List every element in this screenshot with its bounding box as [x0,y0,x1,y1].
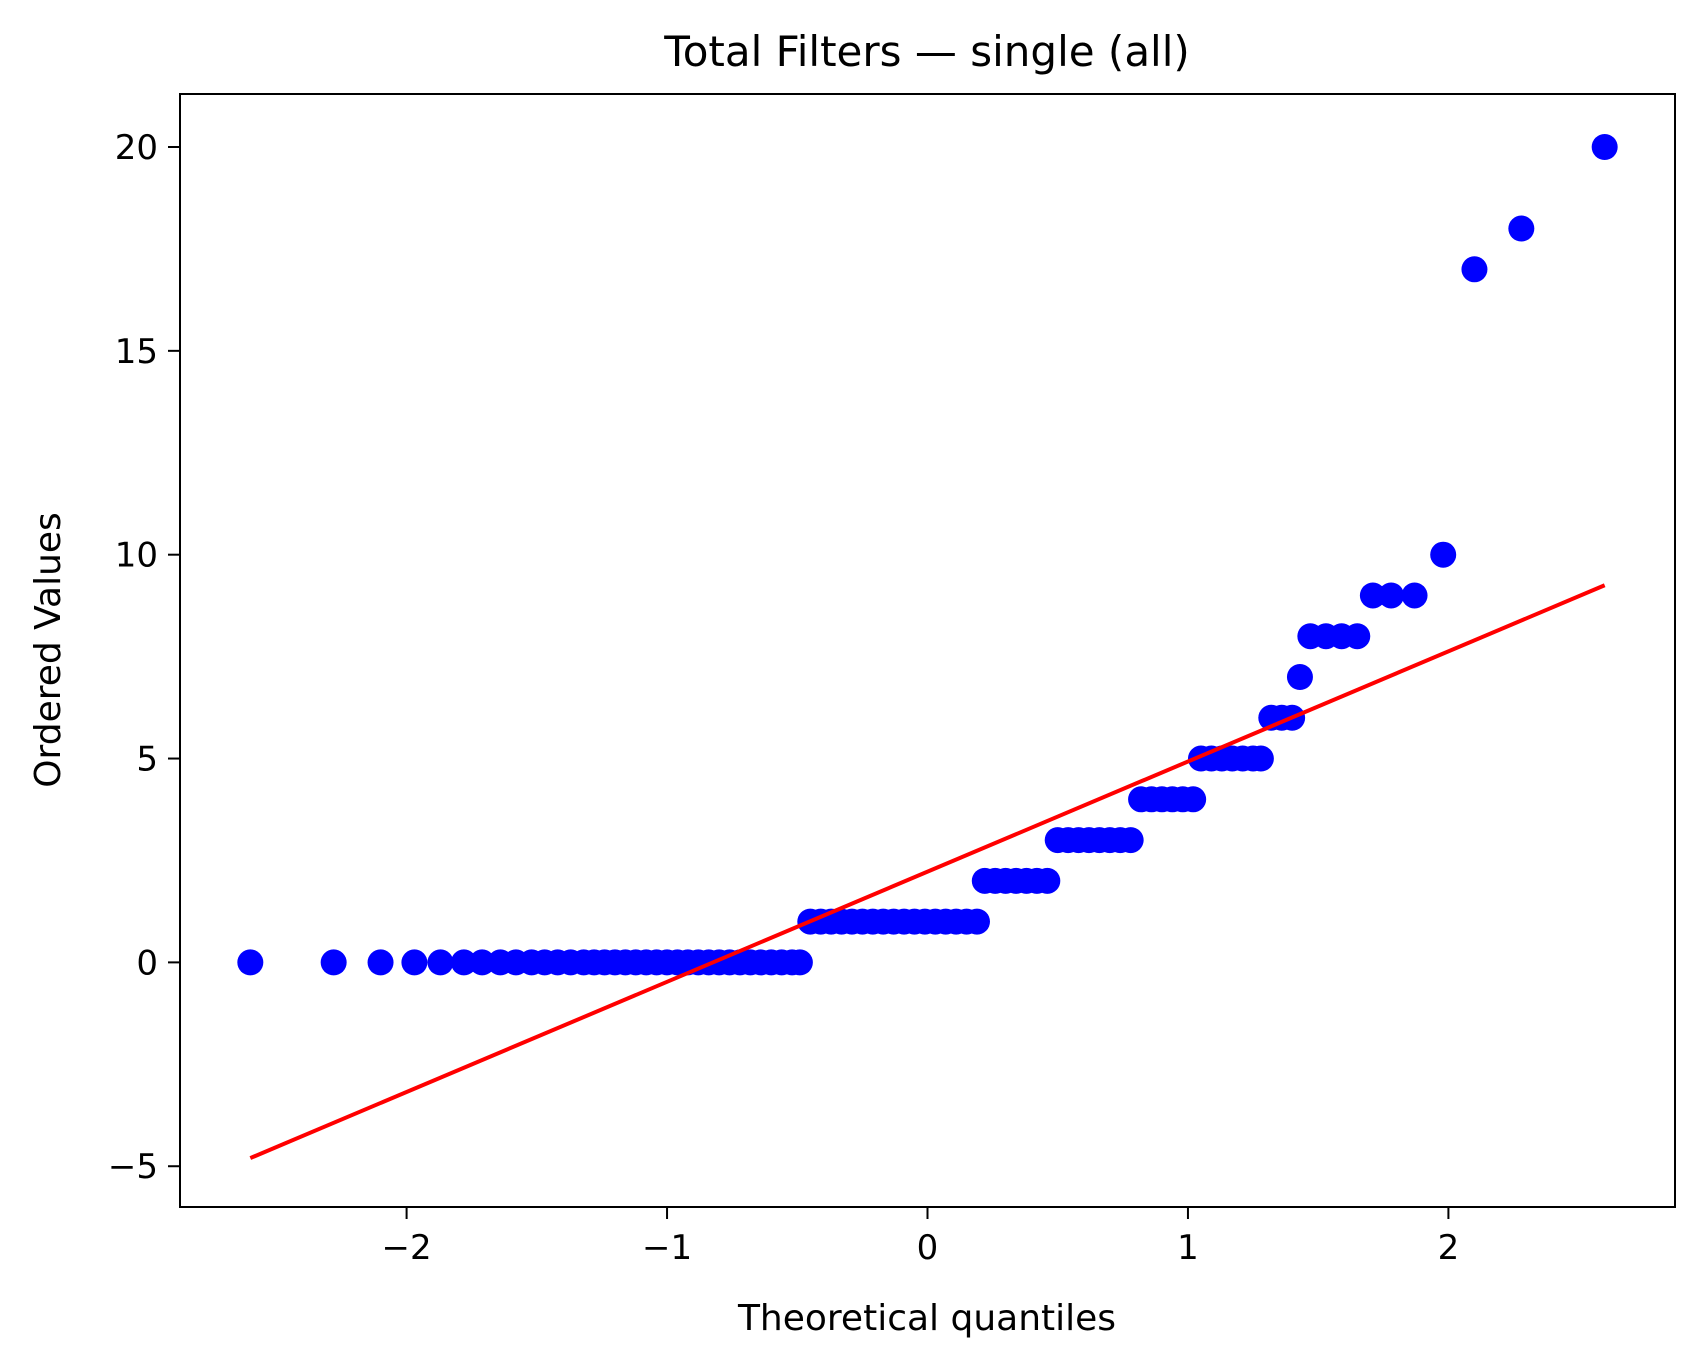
data-point [469,949,496,976]
data-point [1401,582,1428,609]
data-point [1286,664,1313,690]
y-tick-label: 10 [115,536,158,576]
data-point [367,949,394,976]
data-point [786,949,813,976]
x-tick-label: −2 [382,1228,432,1268]
data-point [1117,827,1144,854]
y-tick-label: 5 [136,740,158,780]
x-tick-label: 1 [1177,1228,1199,1268]
chart-title: Total Filters — single (all) [663,27,1190,76]
x-axis-label: Theoretical quantiles [737,1298,1116,1339]
plot-area [179,93,1676,1208]
data-point [1508,215,1535,242]
plot-frame [179,93,1676,1208]
data-point [1430,541,1457,568]
data-point [320,949,347,976]
data-point [1378,582,1405,609]
data-point [427,949,454,976]
x-tick-label: 0 [917,1228,939,1268]
y-tick-label: 0 [136,943,158,983]
data-points-layer [237,134,1618,976]
y-axis-label: Ordered Values [28,512,69,788]
data-point [1461,256,1488,283]
x-tick-label: −1 [642,1228,692,1268]
y-tick-label: −5 [108,1147,158,1187]
y-tick-label: 15 [115,332,158,372]
data-point [401,949,428,976]
fit-line [249,583,1606,1160]
data-point [1591,134,1618,160]
data-point [1034,867,1061,894]
data-point [963,908,990,935]
data-point [450,949,477,976]
data-point [1180,786,1207,813]
data-point [1344,623,1371,650]
fit-line-layer [249,583,1606,1160]
y-tick-label: 20 [115,128,158,168]
data-point [1359,582,1386,609]
y-axis-ticks: −5 0 5 10 15 20 [108,128,180,1187]
x-axis-ticks: −2 −1 0 1 2 [382,1207,1460,1268]
data-point [1247,745,1274,772]
data-point [237,949,264,976]
x-tick-label: 2 [1438,1228,1460,1268]
